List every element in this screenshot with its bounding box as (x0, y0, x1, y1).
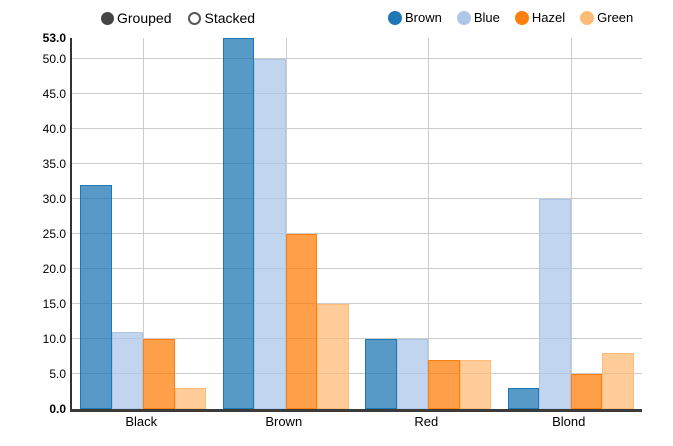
gridline-vertical (143, 38, 145, 409)
x-category-label-brown: Brown (265, 414, 303, 429)
legend-label-green: Green (597, 10, 634, 25)
y-tick-label: 25.0 (42, 227, 66, 241)
bar-hazel-black[interactable] (143, 339, 175, 409)
gridline-horizontal (72, 268, 642, 269)
gridline-horizontal (72, 198, 642, 199)
y-tick-label: 35.0 (42, 157, 66, 171)
bar-green-brown[interactable] (317, 304, 349, 409)
x-category-label-red: Red (414, 414, 439, 429)
gridline-horizontal (72, 303, 642, 304)
bar-hazel-red[interactable] (428, 360, 460, 409)
bar-green-red[interactable] (459, 360, 492, 409)
toggle-grouped[interactable]: Grouped (101, 10, 171, 26)
bar-brown-brown[interactable] (222, 38, 255, 409)
bar-blue-brown[interactable] (254, 59, 286, 409)
bar-green-blond[interactable] (602, 353, 634, 409)
y-axis: 0.0 5.0 10.0 15.0 20.0 25.0 30.0 35.0 40.0 45.0 50… (0, 31, 66, 416)
legend-swatch-icon (514, 11, 529, 25)
bar-hazel-brown[interactable] (285, 234, 318, 409)
radio-unselected-icon (188, 11, 202, 25)
toggle-label-stacked: Stacked (204, 10, 256, 26)
bar-blue-black[interactable] (111, 332, 144, 409)
y-tick-label: 5.0 (49, 367, 66, 381)
gridline-horizontal (72, 93, 642, 94)
bar-green-black[interactable] (174, 388, 207, 409)
gridline-horizontal (72, 338, 642, 339)
bar-brown-black[interactable] (80, 185, 112, 409)
bar-group-brown (222, 38, 349, 409)
radio-selected-icon (101, 11, 114, 25)
gridline-horizontal (72, 163, 642, 164)
bar-hazel-blond[interactable] (570, 374, 603, 409)
bar-brown-blond[interactable] (507, 388, 540, 409)
legend-swatch-icon (456, 11, 471, 25)
y-tick-label: 50.0 (42, 52, 66, 66)
gridline-horizontal (72, 128, 642, 129)
y-tick-label: 10.0 (42, 332, 66, 346)
bar-group-black (80, 38, 207, 409)
bar-blue-blond[interactable] (539, 199, 571, 409)
y-tick-label: 0.0 (49, 402, 66, 416)
y-tick-label: 53.0 (42, 31, 66, 45)
x-axis: Black Brown Red Blond (70, 414, 642, 434)
legend-item-brown[interactable]: Brown (388, 10, 442, 26)
gridline-vertical (285, 38, 287, 409)
gridline-vertical (570, 38, 572, 409)
legend-swatch-icon (388, 11, 402, 25)
legend-swatch-icon (580, 11, 595, 25)
y-tick-label: 20.0 (42, 262, 66, 276)
legend-item-blue[interactable]: Blue (456, 10, 500, 26)
bar-group-blond (507, 38, 634, 409)
toggle-stacked[interactable]: Stacked (188, 10, 255, 26)
gridline-horizontal (72, 58, 642, 59)
legend-item-hazel[interactable]: Hazel (514, 10, 566, 26)
bar-brown-red[interactable] (365, 339, 397, 409)
legend-label-blue: Blue (473, 10, 500, 25)
legend-item-green[interactable]: Green (580, 10, 633, 26)
y-tick-label: 45.0 (42, 87, 66, 101)
gridline-horizontal (72, 233, 642, 234)
eye-color-legend: Brown Blue Hazel Green (388, 10, 633, 26)
gridline-vertical (428, 38, 430, 409)
legend-label-brown: Brown (405, 10, 442, 25)
toggle-label-grouped: Grouped (117, 10, 172, 26)
plot-area (70, 38, 642, 412)
y-tick-label: 15.0 (42, 297, 66, 311)
y-tick-label: 30.0 (42, 192, 66, 206)
bar-group-red (365, 38, 492, 409)
x-category-label-black: Black (125, 414, 158, 429)
gridline-horizontal (72, 373, 642, 374)
y-tick-label: 40.0 (42, 122, 66, 136)
mode-toggle: Grouped Stacked (101, 10, 255, 26)
bar-blue-red[interactable] (396, 339, 429, 409)
legend-label-hazel: Hazel (531, 10, 566, 25)
x-category-label-blond: Blond (552, 414, 586, 429)
